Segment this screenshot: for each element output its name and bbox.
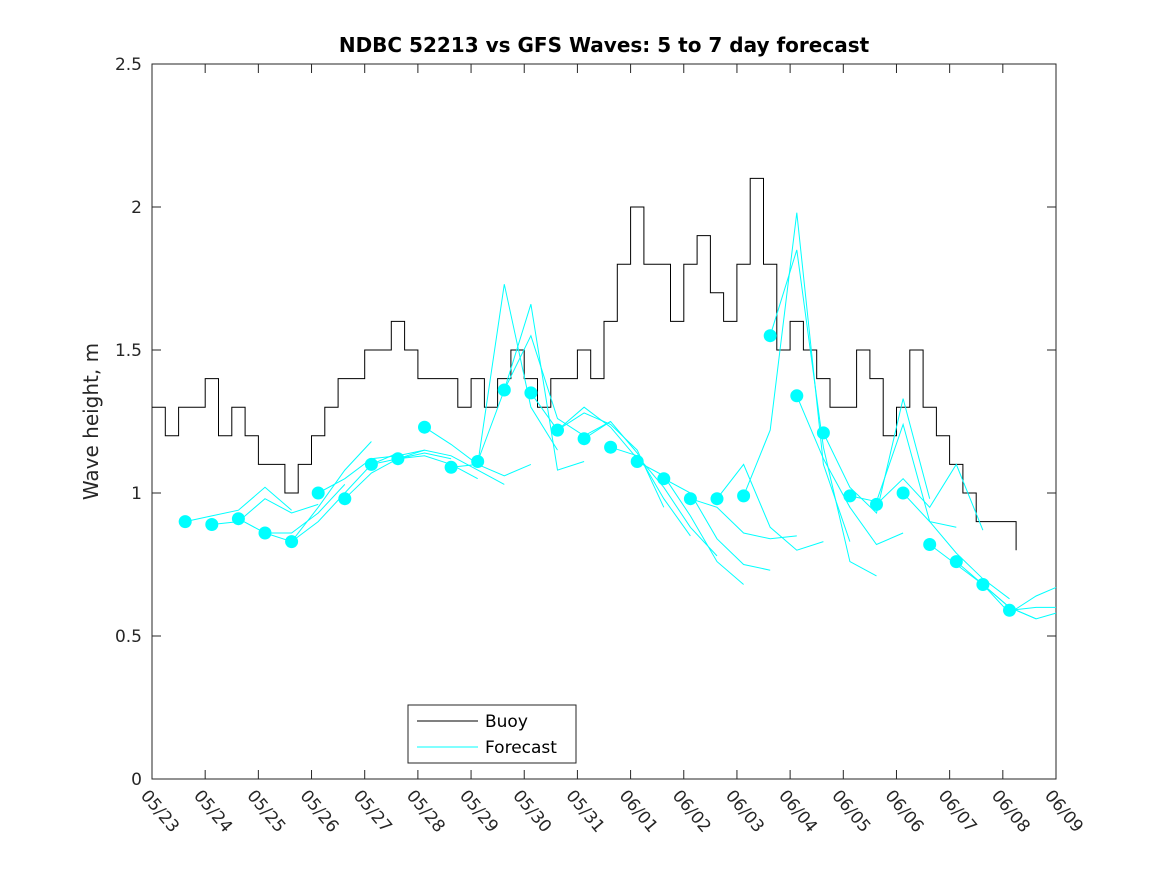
forecast-point-13	[497, 383, 511, 397]
forecast-point-21	[710, 492, 724, 506]
forecast-point-24	[790, 389, 804, 403]
buoy-series-line	[152, 177, 1017, 551]
forecast-point-32	[1003, 603, 1016, 617]
forecast-point-30	[949, 555, 963, 569]
forecast-point-14	[524, 386, 538, 400]
forecast-run-line-26	[849, 422, 957, 528]
forecast-point-25	[816, 426, 830, 440]
y-tick-label-1: 0.5	[115, 627, 142, 647]
y-tick-label-4: 2	[131, 198, 142, 218]
forecast-point-3	[231, 512, 245, 526]
forecast-run-line-8	[371, 455, 478, 480]
forecast-point-27	[870, 497, 883, 511]
forecast-run-line-20	[690, 498, 797, 540]
forecast-run-line-28	[902, 492, 1010, 600]
forecast-point-18	[630, 455, 644, 468]
forecast-run-line-14	[530, 392, 638, 460]
forecast-point-5	[285, 535, 299, 549]
forecast-point-26	[843, 489, 857, 503]
forecast-point-8	[364, 457, 378, 471]
y-tick-label-5: 2.5	[115, 55, 142, 75]
forecast-run-line-21	[716, 463, 824, 551]
forecast-run-line-25	[822, 398, 931, 514]
forecast-run-line-24	[796, 395, 904, 546]
forecast-run-line-2	[211, 498, 319, 525]
chart-title: NDBC 52213 vs GFS Waves: 5 to 7 day fore…	[339, 33, 870, 57]
forecast-run-line-13	[503, 334, 611, 437]
y-tick-label-0: 0	[131, 770, 142, 790]
forecast-point-2	[205, 518, 219, 531]
forecast-run-line-23	[769, 249, 877, 577]
forecast-run-line-16	[583, 420, 691, 537]
forecast-point-1	[178, 515, 192, 529]
forecast-point-11	[444, 460, 458, 474]
forecast-run-line-4	[264, 441, 372, 543]
y-tick-label-3: 1.5	[115, 341, 142, 361]
forecast-point-4	[258, 526, 272, 540]
forecast-point-7	[338, 492, 352, 506]
forecast-point-16	[577, 432, 591, 446]
forecast-point-19	[657, 472, 671, 486]
forecast-run-line-17	[610, 446, 718, 557]
forecast-point-10	[418, 420, 431, 434]
legend-box	[407, 704, 577, 764]
forecast-run-line-9	[397, 449, 505, 485]
forecast-run-line-3	[238, 484, 346, 534]
forecast-run-line-1	[185, 486, 292, 523]
forecast-run-line-18	[636, 461, 744, 585]
forecast-point-31	[976, 578, 990, 591]
legend-entry-forecast: Forecast	[485, 738, 557, 758]
forecast-run-line-31	[982, 584, 1057, 614]
forecast-point-28	[896, 486, 910, 500]
forecast-point-17	[604, 440, 618, 454]
forecast-run-line-27	[876, 463, 984, 531]
legend-entry-buoy: Buoy	[485, 712, 528, 732]
y-tick-label-2: 1	[131, 484, 142, 504]
forecast-point-29	[923, 538, 937, 551]
forecast-run-line-19	[663, 478, 771, 571]
forecast-point-23	[763, 329, 777, 343]
forecast-point-6	[311, 486, 325, 500]
forecast-run-line-11	[451, 284, 558, 468]
forecast-point-9	[391, 452, 405, 466]
forecast-point-22	[737, 489, 751, 503]
forecast-point-15	[551, 423, 564, 437]
forecast-run-line-22	[743, 212, 851, 542]
legend: Buoy Forecast	[407, 704, 577, 764]
forecast-run-line-32	[1009, 606, 1056, 611]
forecast-point-12	[471, 455, 485, 468]
forecast-run-line-12	[477, 304, 585, 471]
forecast-point-20	[683, 492, 697, 506]
y-axis-label: Wave height, m	[79, 343, 103, 500]
